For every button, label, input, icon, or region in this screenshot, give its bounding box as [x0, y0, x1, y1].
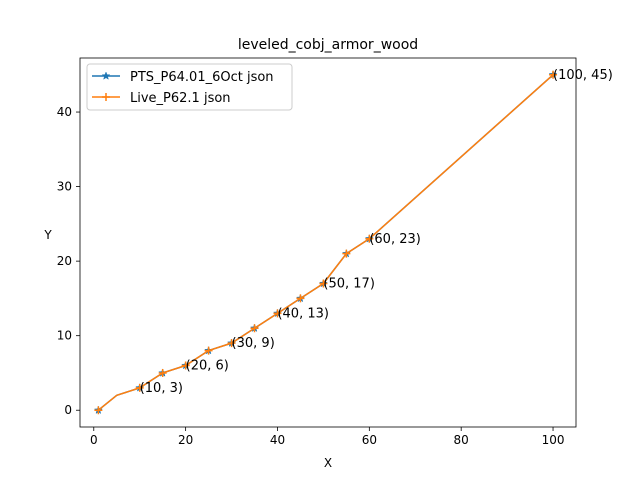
data-point-marker: [181, 361, 190, 370]
data-point-marker: [227, 339, 236, 348]
x-tick-label: 80: [454, 433, 469, 447]
legend-box: [86, 63, 293, 111]
legend-marker: [102, 93, 110, 101]
x-tick-label: 60: [362, 433, 377, 447]
x-tick-label: 100: [542, 433, 565, 447]
data-label: (30, 9): [232, 336, 275, 351]
data-point-marker: [135, 383, 144, 392]
chart-title: leveled_cobj_armor_wood: [238, 37, 418, 53]
y-tick-label: 10: [57, 329, 72, 343]
series-2: [94, 70, 558, 415]
legend-label: Live_P62.1 json: [130, 91, 231, 106]
axes: 0 20 40 60 80 100 0 10 20 30 40: [57, 57, 577, 447]
data-point-marker: [158, 368, 167, 377]
data-point-marker: [319, 279, 328, 288]
y-tick-label: 0: [64, 403, 72, 417]
data-label: (60, 23): [369, 232, 421, 247]
data-label: (50, 17): [323, 277, 375, 292]
data-point-marker: [273, 309, 282, 318]
x-tick-label: 0: [90, 433, 98, 447]
legend-label: PTS_P64.01_6Oct json: [130, 70, 274, 85]
y-tick-label: 30: [57, 180, 72, 194]
y-axis-label: Y: [43, 228, 52, 242]
data-point-marker: [365, 234, 374, 243]
legend: PTS_P64.01_6Oct json Live_P62.1 json: [86, 63, 293, 111]
series-line-2: [97, 74, 554, 411]
x-tick-label: 40: [270, 433, 285, 447]
plot-area: (10, 3)(20, 6)(30, 9)(40, 13) (50, 17) (60…: [93, 68, 613, 415]
data-label: (10, 3): [140, 381, 183, 396]
data-point-marker: [94, 406, 103, 415]
data-point-marker: [342, 249, 351, 258]
x-tick-label: 20: [178, 433, 193, 447]
data-point-marker: [204, 346, 213, 355]
plot-frame: [79, 57, 577, 428]
series-line-1: [97, 74, 554, 411]
data-point-marker: [549, 70, 558, 79]
series-1: [93, 70, 558, 415]
data-label: (20, 6): [186, 359, 229, 374]
y-tick-label: 20: [57, 254, 72, 268]
data-label: (100, 45): [553, 68, 613, 83]
y-tick-label: 40: [57, 105, 72, 119]
legend-marker: [101, 71, 111, 80]
x-axis-label: X: [324, 456, 332, 470]
data-point-marker: [250, 324, 259, 333]
data-labels: (10, 3)(20, 6)(30, 9)(40, 13) (50, 17) (60…: [140, 68, 613, 396]
data-label: (40, 13): [277, 306, 329, 321]
data-point-marker: [296, 294, 305, 303]
